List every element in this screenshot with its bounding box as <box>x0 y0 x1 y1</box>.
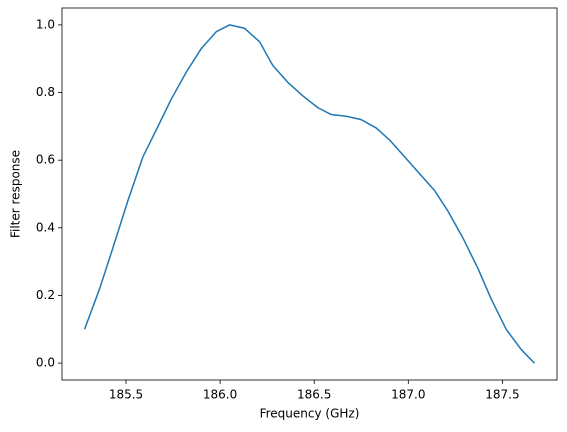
x-tick-label: 187.0 <box>391 388 425 402</box>
x-tick-label: 185.5 <box>109 388 143 402</box>
y-tick-label: 0.8 <box>36 85 55 99</box>
data-line <box>83 24 535 364</box>
x-tick-label: 186.5 <box>297 388 331 402</box>
x-axis-label: Frequency (GHz) <box>260 407 360 421</box>
axes-frame <box>61 7 558 381</box>
y-tick-label: 0.4 <box>36 220 55 234</box>
y-tick-label: 1.0 <box>36 17 55 31</box>
y-tick-label: 0.2 <box>36 288 55 302</box>
y-axis-label: Filter response <box>9 150 23 238</box>
y-tick-label: 0.0 <box>36 356 55 370</box>
x-tick-label: 186.0 <box>203 388 237 402</box>
x-tick-label: 187.5 <box>485 388 519 402</box>
y-tick-label: 0.6 <box>36 153 55 167</box>
